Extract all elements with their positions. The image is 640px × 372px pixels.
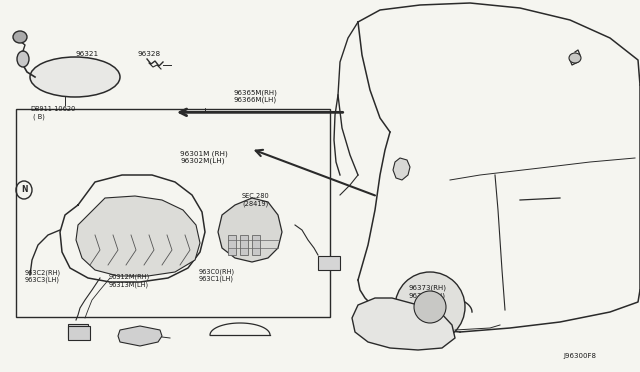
Text: 96374(LH): 96374(LH) — [408, 292, 445, 299]
Text: 96321: 96321 — [76, 51, 99, 57]
Text: ( B): ( B) — [33, 114, 45, 121]
Text: N: N — [20, 186, 28, 195]
Polygon shape — [76, 196, 200, 276]
Text: DB911-10620: DB911-10620 — [30, 106, 76, 112]
Ellipse shape — [13, 31, 27, 43]
Text: 96365M(RH): 96365M(RH) — [234, 89, 278, 96]
Bar — [228, 235, 236, 255]
Text: 96302M(LH): 96302M(LH) — [180, 158, 225, 164]
Polygon shape — [393, 158, 410, 180]
Text: 963C0(RH): 963C0(RH) — [198, 268, 234, 275]
Bar — [318, 256, 340, 270]
Text: 96373(RH): 96373(RH) — [408, 285, 446, 291]
Text: 96301M (RH): 96301M (RH) — [180, 150, 228, 157]
Text: (28419): (28419) — [242, 200, 268, 207]
Bar — [68, 326, 90, 340]
Bar — [16, 109, 330, 317]
Text: 96313M(LH): 96313M(LH) — [109, 282, 149, 288]
Polygon shape — [218, 198, 282, 262]
Text: 963C1(LH): 963C1(LH) — [198, 276, 234, 282]
Bar — [252, 235, 260, 255]
Text: 96328: 96328 — [138, 51, 161, 57]
Ellipse shape — [395, 272, 465, 342]
Text: 96366M(LH): 96366M(LH) — [234, 97, 276, 103]
Bar — [240, 235, 248, 255]
Text: J96300F8: J96300F8 — [563, 353, 596, 359]
Ellipse shape — [30, 57, 120, 97]
Text: 963C3(LH): 963C3(LH) — [24, 276, 60, 283]
Text: SEC.280: SEC.280 — [242, 193, 269, 199]
Text: 96312M(RH): 96312M(RH) — [109, 274, 150, 280]
Text: 963C2(RH): 963C2(RH) — [24, 269, 60, 276]
Polygon shape — [352, 298, 455, 350]
Ellipse shape — [17, 51, 29, 67]
Polygon shape — [118, 326, 162, 346]
Ellipse shape — [569, 53, 581, 63]
Ellipse shape — [414, 291, 446, 323]
Bar — [68, 324, 88, 338]
